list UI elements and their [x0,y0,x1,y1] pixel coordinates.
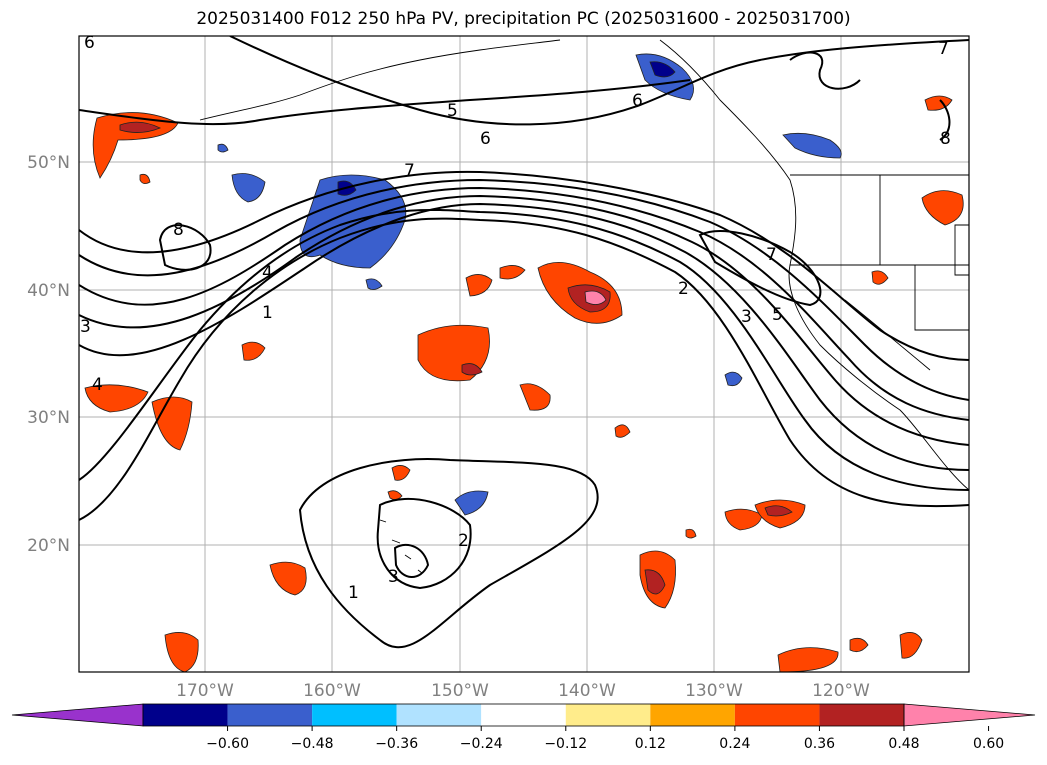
colorbar-tick-label: 0.60 [973,736,1004,752]
colorbar-tick-label: −0.60 [206,736,249,752]
lon-label: 170°W [176,681,234,701]
contour-label: 3 [80,317,91,337]
contour-label: 3 [388,567,399,587]
contour-label: 7 [766,245,777,265]
colorbar-segment [734,704,820,726]
colorbar-tick-label: −0.48 [291,736,334,752]
contour-label: 8 [940,129,951,149]
contour-label: 6 [480,129,491,149]
colorbar-segment [565,704,651,726]
contour-label: 4 [92,375,103,395]
map-background [79,36,969,672]
contour-label: 1 [348,583,359,603]
colorbar-tick-label: −0.24 [460,736,503,752]
contour-label: 6 [84,33,95,53]
lat-label: 30°N [27,408,70,428]
contour-label: 1 [262,303,273,323]
colorbar-segment [819,704,904,726]
figure-title: 2025031400 F012 250 hPa PV, precipitatio… [196,9,851,29]
lat-label: 40°N [27,281,70,301]
lon-label: 160°W [303,681,361,701]
colorbar-segment [227,704,313,726]
colorbar-segment [650,704,735,726]
contour-label: 5 [447,101,458,121]
lat-label: 20°N [27,536,70,556]
contour-label: 3 [741,307,752,327]
colorbar-tick-label: 0.36 [804,736,835,752]
contour-label: 8 [173,220,184,240]
colorbar-segment [481,704,566,726]
contour-label: 7 [404,161,415,181]
colorbar: −0.60 −0.48 −0.36 −0.24 −0.12 0.12 0.24 0.36 0.4… [11,703,1036,752]
contour-label: 5 [772,305,783,325]
colorbar-segment [312,704,397,726]
colorbar-segment [396,704,482,726]
colorbar-upper-extension [903,703,1036,727]
contour-label: 6 [632,91,643,111]
contour-label: 4 [262,263,273,283]
lon-label: 150°W [431,681,489,701]
colorbar-tick-label: 0.12 [635,736,666,752]
colorbar-tick-label: −0.12 [544,736,587,752]
colorbar-tick-label: 0.24 [719,736,750,752]
coastlines [199,39,969,574]
map-frame [78,35,970,673]
pv-contours [79,36,969,649]
contour-label: 2 [458,531,469,551]
contour-labels: 6 5 6 7 8 4 1 3 4 2 3 5 7 6 8 7 2 3 1 [80,33,951,603]
colorbar-lower-extension [11,703,144,727]
lon-label: 130°W [685,681,743,701]
lon-label: 120°W [812,681,870,701]
colorbar-tick-label: −0.36 [375,736,418,752]
contour-label: 7 [938,39,949,59]
contour-label: 2 [678,279,689,299]
lat-label: 50°N [27,153,70,173]
colorbar-tick-label: 0.48 [888,736,919,752]
lon-label: 140°W [558,681,616,701]
colorbar-segment [143,704,228,726]
